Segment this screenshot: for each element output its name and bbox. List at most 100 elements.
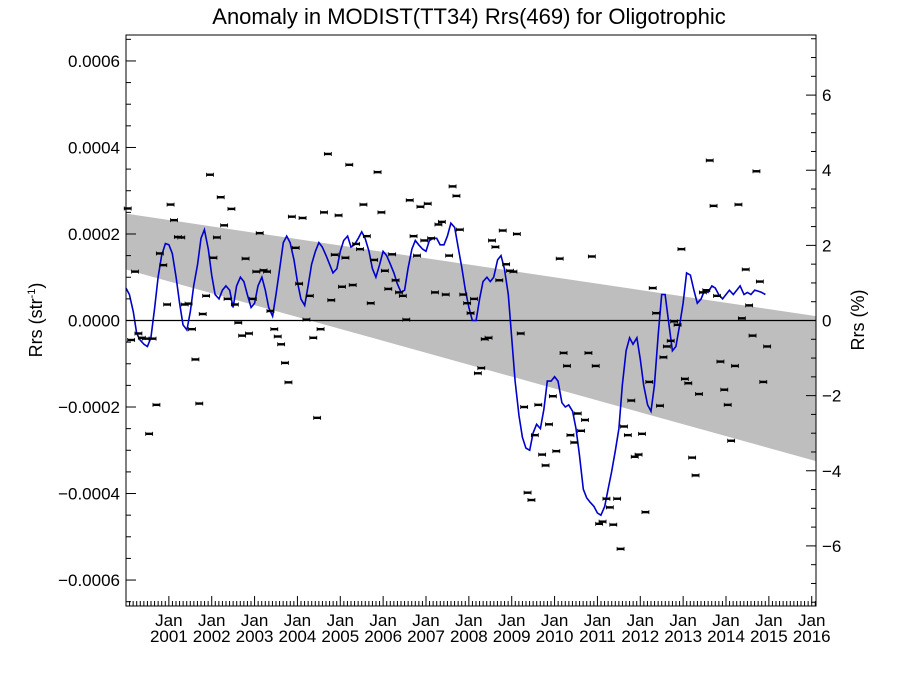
- data-point: [170, 218, 178, 223]
- data-point: [166, 202, 175, 207]
- x-tick-label-month: Jan: [455, 611, 482, 630]
- data-point: [234, 320, 243, 325]
- data-point: [398, 293, 407, 298]
- x-tick-label-year: 2006: [364, 627, 402, 646]
- data-point: [498, 228, 507, 233]
- data-point: [416, 204, 425, 209]
- data-point: [523, 490, 532, 495]
- x-tick-label-month: Jan: [369, 611, 396, 630]
- data-point: [284, 380, 293, 385]
- data-point: [245, 331, 253, 336]
- y-tick-label-left: −0.0004: [58, 485, 120, 504]
- data-point: [341, 255, 350, 260]
- data-point: [127, 337, 136, 342]
- data-point: [356, 247, 364, 252]
- data-point: [688, 455, 697, 460]
- y-tick-label-right: −2: [822, 387, 841, 406]
- data-point: [305, 293, 314, 298]
- x-tick-label-month: Jan: [498, 611, 525, 630]
- data-point: [705, 158, 714, 163]
- data-point: [541, 463, 550, 468]
- data-point: [152, 402, 161, 407]
- x-tick-label-month: Jan: [798, 611, 825, 630]
- data-point: [212, 235, 221, 240]
- x-tick-label-month: Jan: [284, 611, 311, 630]
- data-point: [455, 227, 464, 232]
- data-point: [727, 438, 736, 443]
- data-point: [352, 241, 361, 246]
- data-point: [320, 210, 328, 215]
- data-point: [548, 394, 557, 399]
- data-point: [530, 433, 539, 438]
- data-point: [313, 415, 322, 420]
- data-point: [495, 278, 504, 283]
- chart-title: Anomaly in MODIST(TT34) Rrs(469) for Oli…: [212, 4, 725, 29]
- x-tick-label-year: 2007: [407, 627, 445, 646]
- data-point: [716, 359, 725, 364]
- x-tick-label-month: Jan: [584, 611, 611, 630]
- x-tick-label-year: 2014: [707, 627, 745, 646]
- data-point: [666, 338, 675, 343]
- data-point: [206, 172, 214, 177]
- data-point: [230, 302, 239, 307]
- x-tick-label-month: Jan: [327, 611, 354, 630]
- data-point: [731, 363, 739, 368]
- data-point: [220, 223, 229, 228]
- data-point: [287, 214, 296, 219]
- data-point: [763, 344, 772, 349]
- data-point: [445, 253, 454, 258]
- y-tick-label-right: 6: [822, 86, 831, 105]
- data-point: [570, 440, 579, 445]
- data-point: [591, 363, 600, 368]
- x-tick-label-year: 2015: [750, 627, 788, 646]
- data-point: [270, 327, 279, 332]
- data-point: [281, 360, 289, 365]
- x-tick-label-month: Jan: [241, 611, 268, 630]
- data-point: [488, 238, 496, 243]
- data-point: [527, 498, 536, 503]
- y-tick-label-right: 2: [822, 236, 831, 255]
- data-point: [131, 269, 139, 274]
- data-point: [330, 252, 339, 257]
- y-tick-label-left: −0.0006: [58, 571, 120, 590]
- data-point: [662, 344, 671, 349]
- x-tick-label-year: 2013: [664, 627, 702, 646]
- data-point: [491, 244, 500, 249]
- data-point: [702, 288, 711, 293]
- data-point: [752, 169, 761, 174]
- data-point: [477, 366, 486, 371]
- data-point: [380, 268, 389, 273]
- data-point: [623, 433, 632, 438]
- data-point: [566, 433, 575, 438]
- data-point: [545, 422, 553, 427]
- data-point: [327, 298, 336, 303]
- data-point: [227, 206, 236, 211]
- data-point: [420, 238, 429, 243]
- data-point: [555, 256, 564, 261]
- y-axis-label-right: Rrs (%): [848, 290, 868, 351]
- data-point: [345, 162, 354, 167]
- data-point: [388, 252, 397, 257]
- x-tick-label-month: Jan: [412, 611, 439, 630]
- data-point: [563, 363, 571, 368]
- y-axis-label-left: Rrs (str-1): [26, 283, 46, 358]
- data-point: [559, 350, 568, 355]
- data-point: [441, 292, 450, 297]
- data-point: [384, 286, 393, 291]
- data-point: [709, 203, 718, 208]
- data-point: [509, 269, 518, 274]
- data-point: [602, 496, 611, 501]
- data-point: [620, 424, 628, 429]
- data-point: [502, 262, 511, 267]
- data-point: [463, 301, 472, 306]
- data-point: [195, 401, 204, 406]
- data-point: [452, 193, 461, 198]
- data-point: [409, 234, 418, 239]
- data-point: [581, 417, 589, 422]
- data-point: [534, 402, 543, 407]
- data-point: [627, 398, 636, 403]
- data-point: [577, 428, 586, 433]
- x-tick-label-year: 2003: [236, 627, 274, 646]
- data-point: [145, 431, 154, 436]
- data-point: [298, 215, 307, 220]
